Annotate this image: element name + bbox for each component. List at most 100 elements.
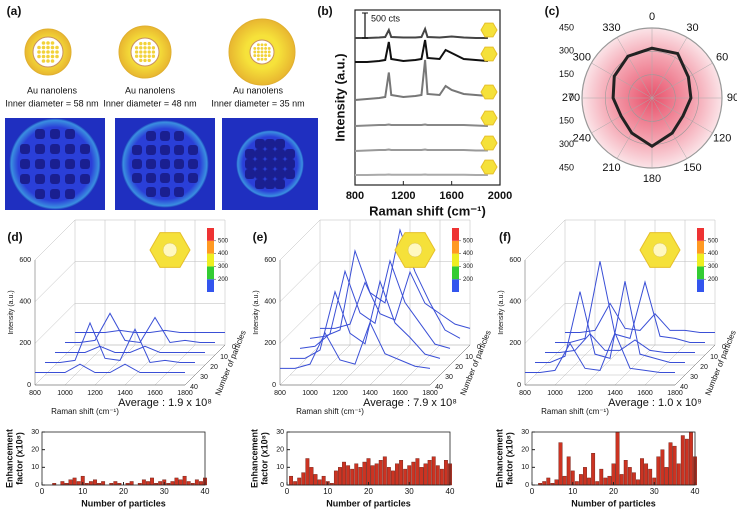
spectrum (354, 59, 488, 101)
nanoparticle (41, 54, 46, 59)
field-hole (35, 129, 45, 139)
nanoparticle (256, 57, 260, 61)
field-hole (275, 179, 285, 189)
x-tick-label: 20 (119, 487, 128, 496)
y-tick-label: 20 (276, 447, 284, 454)
bar (386, 467, 391, 486)
angle-label: 180 (643, 173, 661, 185)
x-tick-label: 1400 (607, 390, 623, 397)
x-tick-label: 1000 (57, 390, 73, 397)
x-axis-label: Number of particles (326, 498, 411, 508)
field-hole (265, 179, 275, 189)
angle-label: 30 (686, 22, 698, 34)
y-tick-label: 0 (280, 482, 284, 489)
r-tick-label: 150 (559, 69, 574, 79)
bar (554, 479, 559, 486)
nanoparticle (260, 57, 264, 61)
spectrum-trace (299, 259, 451, 349)
nanoparticle (253, 54, 257, 58)
bar (178, 479, 183, 486)
nanoparticle (147, 46, 151, 50)
field-hole (275, 169, 285, 179)
grid-line (279, 303, 321, 344)
bar (342, 461, 346, 486)
bar (672, 445, 677, 486)
bar (439, 468, 444, 486)
bar (627, 467, 632, 486)
field-hole (65, 159, 75, 169)
colorbar-block (452, 228, 459, 241)
colorbar-label: 400 (218, 251, 229, 257)
x-tick-label: 10 (568, 487, 577, 496)
nanoparticle (139, 41, 143, 46)
field-hole (50, 144, 60, 154)
colorbar-label: 400 (463, 251, 474, 257)
bar (664, 467, 669, 486)
y-tick-label: 400 (19, 299, 31, 306)
x-tick-label: 30 (405, 487, 414, 496)
field-hole (275, 139, 285, 149)
x-tick-label: 1200 (332, 390, 348, 397)
spectrum (354, 148, 488, 152)
bar (350, 468, 355, 486)
grid-line (34, 219, 76, 261)
bar (680, 435, 685, 486)
z-tick-label: 40 (190, 384, 198, 391)
z-tick-label: 10 (465, 354, 473, 361)
grid-line (279, 219, 321, 261)
bar (427, 460, 432, 486)
field-hole (160, 145, 170, 155)
y-tick-label: 400 (509, 299, 521, 306)
y-tick-label: 30 (276, 429, 284, 436)
bar (362, 461, 367, 486)
colorbar-label: 300 (463, 264, 474, 270)
field-hole (146, 131, 156, 141)
nanoparticle (41, 41, 46, 45)
bar (599, 468, 604, 486)
spectrum-trace (75, 329, 225, 333)
structure-icon (480, 22, 498, 38)
y-axis-label: Intensity (a.u.) (253, 290, 260, 334)
bar (435, 465, 440, 486)
y-tick-label: 200 (264, 340, 276, 347)
colorbar-block (697, 228, 704, 241)
nanoparticle (253, 50, 257, 54)
bar (591, 453, 596, 486)
nanoparticle (41, 45, 46, 50)
bar (423, 463, 428, 486)
axis-line (184, 344, 226, 386)
x-tick-label: 0 (40, 487, 45, 496)
axis-line (674, 344, 716, 386)
field-hole (160, 173, 170, 183)
colorbar-label: 500 (708, 238, 719, 244)
y-axis-label: Enhancement (249, 429, 259, 488)
spectrum-trace (545, 333, 695, 353)
y-axis-label: Intensity (a.u.) (332, 53, 347, 141)
bar (648, 468, 653, 486)
nanoparticle (134, 54, 139, 58)
bar (395, 463, 399, 486)
panel-label: (e) (253, 230, 268, 244)
y-tick-label: 0 (525, 482, 529, 489)
field-hole (35, 174, 45, 184)
panel-label: (f) (499, 230, 511, 244)
plot-frame (41, 431, 206, 486)
angle-label: 150 (683, 162, 701, 174)
bar (174, 477, 179, 486)
spectrum (354, 123, 488, 127)
y-axis-label: factor (x10⁸) (14, 432, 24, 485)
nanoparticle (50, 45, 55, 50)
bar (382, 456, 387, 486)
colorbar-block (207, 253, 214, 267)
angle-label: 330 (602, 22, 620, 34)
nanoparticle (147, 50, 151, 54)
lens-caption: Inner diameter = 35 nm (211, 98, 304, 108)
nanoparticle (267, 46, 271, 50)
spectrum-trace (555, 261, 705, 343)
z-tick-label: 40 (435, 384, 443, 391)
colorbar-label: 300 (218, 264, 229, 270)
y-tick-label: 600 (509, 257, 521, 264)
x-tick-label: 1200 (391, 190, 415, 202)
z-axis-label: Number of particles (458, 329, 492, 397)
nanoparticle (46, 54, 50, 59)
